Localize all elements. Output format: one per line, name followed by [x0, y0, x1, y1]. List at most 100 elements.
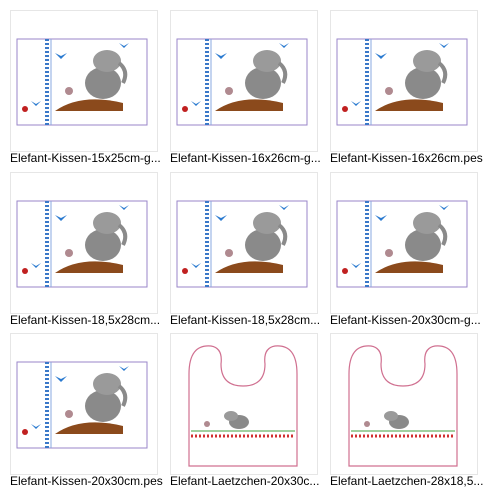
thumbnail — [170, 333, 318, 475]
mouse — [204, 421, 210, 427]
file-name: Elefant-Kissen-20x30cm.pes — [10, 474, 163, 488]
elephant-trunk — [437, 223, 448, 246]
elephant-body — [245, 67, 281, 99]
file-item[interactable]: Elefant-Laetzchen-28x18,5... — [330, 333, 483, 491]
file-item[interactable]: Elefant-Kissen-15x25cm-g... — [10, 10, 161, 168]
flower — [22, 268, 28, 274]
flower — [22, 429, 28, 435]
bird — [31, 424, 41, 429]
file-name: Elefant-Kissen-16x26cm-g... — [170, 151, 321, 165]
bird — [215, 215, 227, 221]
mouse — [65, 410, 73, 418]
file-name: Elefant-Kissen-18,5x28cm... — [10, 313, 161, 327]
elephant-head — [93, 50, 121, 72]
bird — [191, 263, 201, 268]
ground — [375, 261, 443, 273]
elephant-trunk — [277, 61, 288, 84]
bird — [55, 376, 67, 382]
file-name: Elefant-Laetzchen-28x18,5... — [330, 474, 484, 488]
file-name: Elefant-Laetzchen-20x30c... — [170, 474, 320, 488]
thumbnail — [10, 333, 158, 475]
elephant-head — [413, 212, 441, 234]
ground — [55, 261, 123, 273]
bird — [439, 205, 449, 210]
flower — [22, 106, 28, 112]
bird — [55, 215, 67, 221]
bib-outline — [348, 345, 458, 467]
elephant-trunk — [117, 61, 128, 84]
bird — [279, 205, 289, 210]
elephant-body — [85, 67, 121, 99]
bird — [375, 53, 387, 59]
cushion-frame — [176, 200, 308, 288]
elephant-body — [85, 229, 121, 261]
mouse — [65, 87, 73, 95]
elephant-body — [405, 229, 441, 261]
elephant-body — [405, 67, 441, 99]
cushion-frame — [336, 200, 468, 288]
bird — [31, 263, 41, 268]
file-name: Elefant-Kissen-15x25cm-g... — [10, 151, 161, 165]
elephant-head — [93, 212, 121, 234]
flower — [182, 106, 188, 112]
file-name: Elefant-Kissen-16x26cm.pes — [330, 151, 483, 165]
bird — [279, 43, 289, 48]
elephant-body — [85, 390, 121, 422]
file-item[interactable]: Elefant-Kissen-16x26cm-g... — [170, 10, 321, 168]
thumbnail — [170, 10, 318, 152]
flower — [342, 268, 348, 274]
elephant-head — [93, 373, 121, 395]
ground — [215, 261, 283, 273]
bird — [119, 43, 129, 48]
cushion-frame — [16, 38, 148, 126]
bird — [119, 366, 129, 371]
cushion-frame — [16, 361, 148, 449]
cushion-frame — [176, 38, 308, 126]
file-item[interactable]: Elefant-Kissen-20x30cm.pes — [10, 333, 163, 491]
elephant-head — [224, 411, 238, 421]
bib-outline — [188, 345, 298, 467]
thumbnail — [10, 172, 158, 314]
ground — [55, 422, 123, 434]
bird — [31, 101, 41, 106]
mouse — [225, 249, 233, 257]
file-name: Elefant-Kissen-20x30cm-g... — [330, 313, 481, 327]
elephant-trunk — [437, 61, 448, 84]
mouse — [364, 421, 370, 427]
bird — [351, 263, 361, 268]
mouse — [225, 87, 233, 95]
mouse — [385, 87, 393, 95]
ground — [375, 99, 443, 111]
file-item[interactable]: Elefant-Kissen-18,5x28cm... — [10, 172, 160, 330]
flower — [182, 268, 188, 274]
elephant-head — [253, 212, 281, 234]
elephant-trunk — [117, 223, 128, 246]
elephant-head — [384, 411, 398, 421]
file-item[interactable]: Elefant-Kissen-20x30cm-g... — [330, 172, 481, 330]
bird — [119, 205, 129, 210]
elephant-trunk — [277, 223, 288, 246]
elephant-trunk — [117, 384, 128, 407]
cushion-frame — [16, 200, 148, 288]
bird — [55, 53, 67, 59]
elephant-head — [413, 50, 441, 72]
thumbnail — [10, 10, 158, 152]
file-item[interactable]: Elefant-Kissen-18,5x28cm... — [170, 172, 320, 330]
file-name: Elefant-Kissen-18,5x28cm... — [170, 313, 321, 327]
thumbnail — [170, 172, 318, 314]
elephant-body — [245, 229, 281, 261]
thumbnail — [330, 333, 478, 475]
ground — [55, 99, 123, 111]
mouse — [385, 249, 393, 257]
ground — [215, 99, 283, 111]
elephant-head — [253, 50, 281, 72]
thumbnail — [330, 172, 478, 314]
file-item[interactable]: Elefant-Kissen-16x26cm.pes — [330, 10, 483, 168]
flower — [342, 106, 348, 112]
bird — [375, 215, 387, 221]
thumbnail — [330, 10, 478, 152]
file-item[interactable]: Elefant-Laetzchen-20x30c... — [170, 333, 319, 491]
mouse — [65, 249, 73, 257]
bird — [215, 53, 227, 59]
